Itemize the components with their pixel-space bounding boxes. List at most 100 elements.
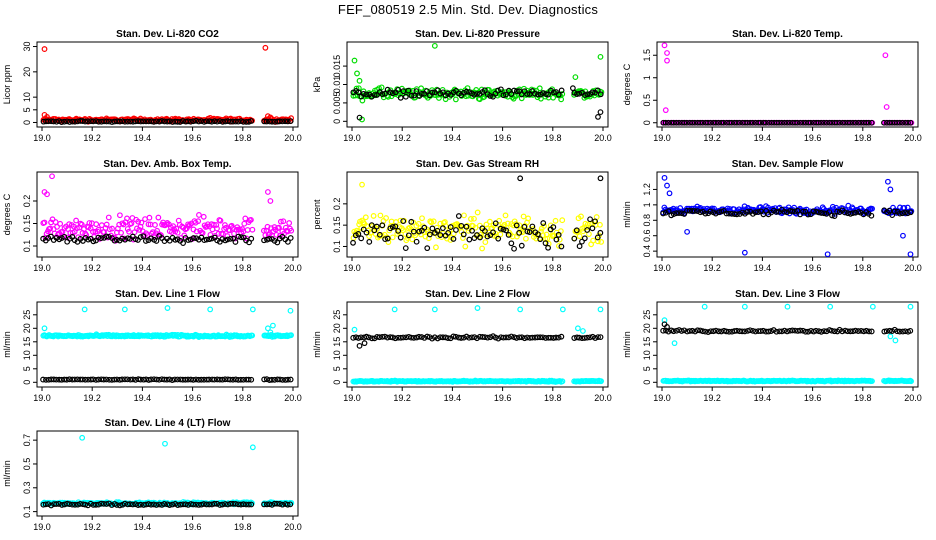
- data-point: [691, 208, 698, 214]
- data-point: [492, 220, 499, 227]
- data-point: [553, 236, 560, 243]
- data-point: [279, 118, 286, 125]
- data-point: [702, 210, 709, 217]
- data-point: [781, 327, 788, 334]
- data-point: [48, 118, 55, 125]
- data-point: [232, 239, 239, 245]
- data-point: [784, 119, 791, 126]
- data-point: [773, 328, 780, 335]
- data-point: [434, 227, 441, 234]
- data-point: [356, 114, 363, 121]
- y-tick-label: 0.015: [332, 55, 342, 78]
- data-point: [860, 328, 867, 335]
- x-tick-label: 19.6: [184, 133, 202, 143]
- series-light: [40, 434, 295, 508]
- data-point: [694, 208, 701, 215]
- data-point: [813, 327, 819, 334]
- data-point: [214, 376, 221, 383]
- data-point: [146, 214, 153, 221]
- chart-panel-6: Stan. Dev. Sample Flow ml/min 19.0 19.2 19.4…: [622, 159, 922, 273]
- data-point: [500, 334, 507, 341]
- data-point: [227, 376, 234, 383]
- data-point: [523, 235, 529, 242]
- data-point: [376, 231, 383, 238]
- data-point: [863, 119, 870, 126]
- data-point: [869, 378, 875, 385]
- data-point: [177, 119, 184, 125]
- data-point: [124, 376, 131, 383]
- data-point: [421, 334, 428, 341]
- data-point: [781, 119, 788, 126]
- data-point: [705, 119, 711, 126]
- data-point: [482, 334, 488, 341]
- data-point: [513, 88, 520, 95]
- data-point: [558, 243, 565, 250]
- data-point: [384, 235, 391, 242]
- data-point: [74, 501, 81, 508]
- data-point: [576, 334, 583, 341]
- data-point: [578, 213, 584, 220]
- data-point: [689, 327, 696, 334]
- data-point: [490, 229, 496, 236]
- data-point: [249, 226, 256, 233]
- data-point: [166, 376, 173, 383]
- data-point: [200, 501, 207, 507]
- data-point: [214, 118, 221, 125]
- data-point: [410, 228, 417, 235]
- data-point: [174, 376, 181, 383]
- data-point: [284, 501, 291, 508]
- data-point: [498, 86, 504, 93]
- data-point: [516, 229, 523, 236]
- data-point: [671, 340, 678, 347]
- data-point: [411, 92, 418, 99]
- data-point: [521, 223, 528, 230]
- panel-title: Stan. Dev. Li-820 Temp.: [732, 29, 843, 40]
- data-point: [41, 219, 48, 226]
- data-point: [54, 223, 60, 230]
- data-point: [106, 233, 112, 240]
- data-point: [245, 376, 252, 383]
- data-point: [536, 85, 543, 92]
- y-tick-label: 15: [642, 337, 652, 347]
- data-point: [224, 233, 231, 239]
- plot-frame: [346, 301, 609, 388]
- data-point: [93, 376, 99, 383]
- data-point: [455, 213, 462, 219]
- data-point: [164, 118, 171, 125]
- y-axis-label: ml/min: [2, 331, 12, 358]
- data-point: [583, 224, 590, 231]
- data-point: [232, 500, 239, 507]
- data-point: [95, 226, 102, 233]
- data-point: [82, 118, 89, 125]
- data-point: [597, 306, 604, 313]
- data-point: [597, 175, 604, 182]
- series-dark: [40, 117, 294, 125]
- data-point: [248, 118, 255, 124]
- x-tick-label: 19.8: [854, 263, 872, 273]
- data-point: [661, 42, 668, 49]
- data-point: [397, 94, 404, 101]
- data-point: [697, 209, 704, 216]
- data-point: [896, 328, 903, 335]
- data-point: [148, 501, 154, 508]
- data-point: [135, 376, 142, 383]
- x-tick-label: 20.0: [904, 393, 922, 403]
- data-point: [153, 376, 160, 383]
- series-dark: [350, 333, 604, 349]
- main-title: FEF_080519 2.5 Min. Std. Dev. Diagnostic…: [337, 2, 599, 17]
- data-point: [474, 91, 480, 97]
- data-point: [392, 335, 399, 342]
- data-point: [535, 91, 541, 98]
- x-tick-label: 19.2: [83, 263, 101, 273]
- data-point: [823, 328, 830, 335]
- data-point: [395, 86, 402, 93]
- data-point: [421, 224, 428, 231]
- data-point: [689, 119, 696, 126]
- panel-title: Stan. Dev. Line 2 Flow: [425, 289, 530, 300]
- data-point: [762, 119, 769, 126]
- data-point: [66, 501, 73, 508]
- data-point: [437, 90, 444, 97]
- data-point: [749, 119, 756, 126]
- data-point: [826, 209, 833, 216]
- x-tick-label: 19.6: [494, 393, 512, 403]
